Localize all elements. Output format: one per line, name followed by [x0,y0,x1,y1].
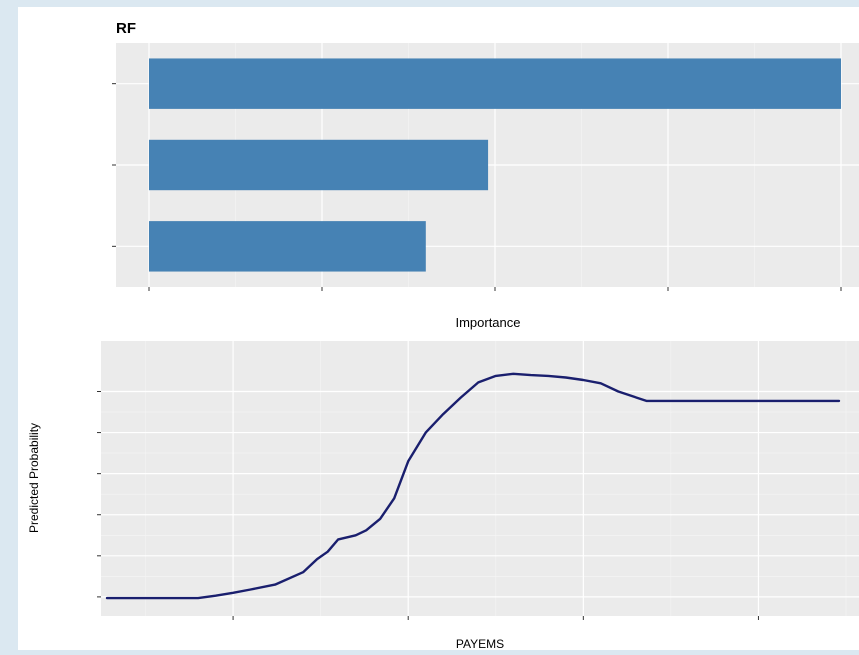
importance-x-axis-label: Importance [455,315,520,330]
dependence-chart: PAYEMS Predicted Probability [27,341,859,651]
dependence-y-axis-label: Predicted Probability [27,423,41,533]
importance-bar-payems [149,58,841,109]
dependence-grid [101,341,859,616]
importance-bars [149,58,841,272]
chart-figure: RF Importance PAYEMS Predicted Probabili… [27,20,859,651]
importance-axes [112,83,842,291]
dependence-line [105,372,841,600]
importance-chart: RF Importance [112,20,859,330]
importance-bar-yc [149,139,489,191]
importance-bar-indpro [149,221,426,272]
figure: RF Importance PAYEMS Predicted Probabili… [18,7,859,651]
dependence-x-axis-label: PAYEMS [456,637,504,650]
dependence-axes [97,390,759,620]
dependence-plot-panel [101,341,859,616]
dependence-line-group [105,372,841,600]
importance-chart-title: RF [116,20,136,37]
